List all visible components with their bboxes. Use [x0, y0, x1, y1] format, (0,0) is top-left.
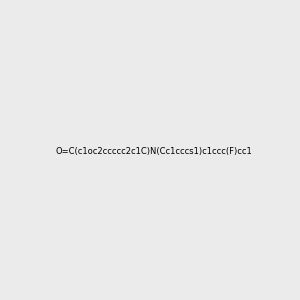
- Text: O=C(c1oc2ccccc2c1C)N(Cc1cccs1)c1ccc(F)cc1: O=C(c1oc2ccccc2c1C)N(Cc1cccs1)c1ccc(F)cc…: [56, 147, 252, 156]
